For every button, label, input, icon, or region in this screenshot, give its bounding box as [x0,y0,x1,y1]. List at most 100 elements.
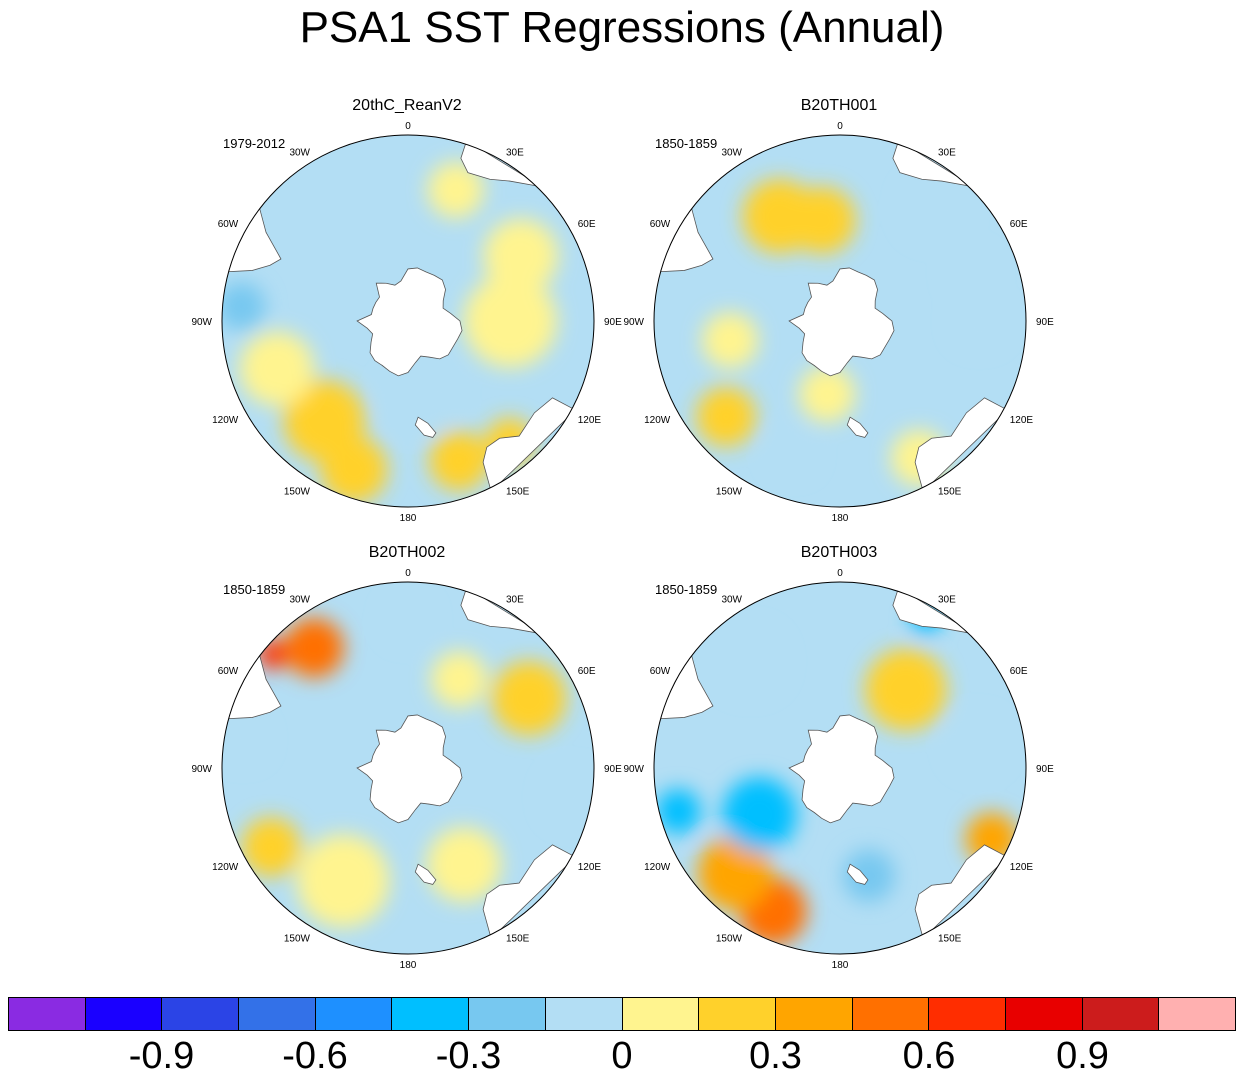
longitude-label: 90W [191,317,212,328]
colorbar-box [1159,998,1235,1030]
colorbar-tick-label: 0.3 [749,1035,802,1077]
longitude-label: 30E [506,147,524,158]
anomaly-region [953,294,1006,348]
panel-title-3: B20TH002 [368,544,446,561]
map-border [221,581,595,955]
longitude-label: 90W [623,764,644,775]
longitude-label: 30E [506,594,524,605]
longitude-label: 120E [1010,862,1034,873]
anomaly-region [769,429,815,475]
panel-title-4: B20TH003 [800,544,878,561]
anomaly-region [241,817,301,877]
colorbar-box [929,998,1006,1030]
panel-period-4: 1850-1859 [655,582,718,597]
colorbar-box [469,998,546,1030]
anomaly-region [697,836,772,911]
panel-title-1: 20thC_ReanV2 [352,97,462,114]
longitude-label: 180 [400,960,417,971]
longitude-label: 120E [578,862,602,873]
anomaly-region [222,282,266,331]
colorbar-box [9,998,86,1030]
land-nz [414,416,437,438]
land-nz [846,863,869,885]
panel-period-2: 1850-1859 [655,136,718,151]
land-nz [414,863,437,885]
longitude-label: 30W [721,594,742,605]
longitude-label: 30E [938,594,956,605]
anomaly-region [463,274,557,368]
polar-map-4: 0 30E 60E 90E 120E 150E 180 150W 120W 90W 60W 30W [623,568,1054,971]
anomaly-region [429,431,489,491]
map-border [653,134,1027,508]
anomaly-region [544,769,594,825]
longitude-label: 60E [1010,666,1028,677]
longitude-label: 0 [837,121,843,132]
anomaly-region [491,661,567,736]
anomaly-region [431,651,488,708]
longitude-label: 30E [938,147,956,158]
land-australia [914,844,1009,940]
colorbar-box [622,998,700,1030]
longitude-label: 150E [506,487,530,498]
longitude-label: 150E [938,487,962,498]
colorbar-box [545,998,623,1030]
colorbar-box [775,998,853,1030]
anomaly-region [483,218,558,294]
land-australia [914,397,1009,493]
anomaly-region [427,162,484,218]
longitude-label: 60W [650,219,671,230]
anomaly-region [284,618,344,678]
longitude-label: 60W [218,219,239,230]
anomaly-region [702,312,758,369]
longitude-label: 30W [721,147,742,158]
colorbar-tick-label: 0.6 [902,1035,956,1077]
longitude-label: 150W [716,487,743,498]
longitude-label: 180 [400,513,417,524]
anomaly-region [722,777,797,852]
colorbar-tick-label: -0.3 [435,1035,502,1077]
anomaly-region [864,648,947,731]
land-antarctica [356,714,463,824]
colorbar-box [1005,998,1083,1030]
polar-map-1: 0 30E 60E 90E 120E 150E 180 150W 120W 90W 60W 30W [191,121,622,524]
anomaly-region [696,386,756,447]
colorbar-box [852,998,930,1030]
longitude-label: 0 [405,568,411,579]
figure-title: PSA1 SST Regressions (Annual) [299,3,945,52]
longitude-label: 0 [405,121,411,132]
longitude-label: 90E [604,764,622,775]
longitude-label: 90E [1036,317,1054,328]
colorbar-box [239,998,316,1030]
colorbar-box [392,998,470,1030]
longitude-label: 120W [212,415,239,426]
longitude-label: 60E [578,219,596,230]
anomaly-region [716,627,784,695]
land-antarctica [788,267,895,377]
longitude-label: 150W [716,934,743,945]
longitude-label: 120E [1010,415,1034,426]
anomaly-region [655,789,701,834]
anomaly-region [222,716,266,762]
colorbar-box [162,998,240,1030]
anomaly-region [948,250,994,296]
anomaly-region [902,173,970,241]
anomaly-region [842,849,895,902]
longitude-label: 120E [578,415,602,426]
colorbar-box [85,998,163,1030]
map-border [653,581,1027,955]
colorbar [8,997,1236,1031]
longitude-label: 150W [284,487,311,498]
longitude-label: 150E [506,934,530,945]
anomaly-region [239,331,315,406]
longitude-label: 0 [837,568,843,579]
anomaly-region [283,379,366,462]
land-antarctica [356,267,463,377]
longitude-label: 30W [289,594,310,605]
longitude-label: 90E [604,317,622,328]
colorbar-tick-label: -0.9 [128,1035,195,1077]
land-australia [482,844,577,940]
panel-period-1: 1979-2012 [223,136,286,151]
longitude-label: 90W [623,317,644,328]
longitude-label: 90E [1036,764,1054,775]
anomaly-region [799,366,855,423]
